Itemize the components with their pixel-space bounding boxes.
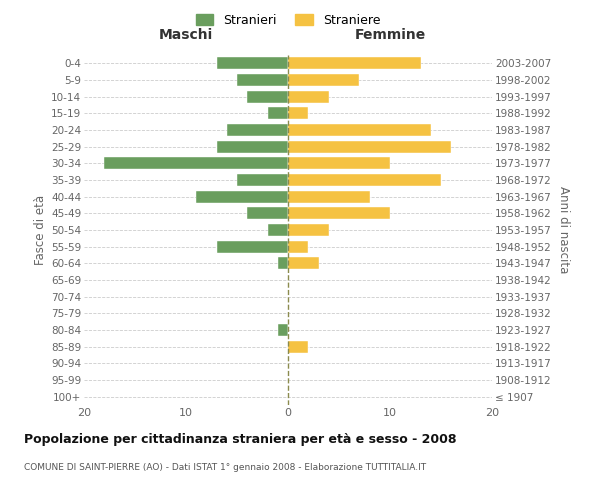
Bar	[217, 58, 288, 70]
Bar	[288, 208, 390, 220]
Text: Popolazione per cittadinanza straniera per età e sesso - 2008: Popolazione per cittadinanza straniera p…	[24, 432, 457, 446]
Bar	[196, 190, 288, 202]
Bar	[104, 158, 288, 170]
Bar	[288, 90, 329, 102]
Text: COMUNE DI SAINT-PIERRE (AO) - Dati ISTAT 1° gennaio 2008 - Elaborazione TUTTITAL: COMUNE DI SAINT-PIERRE (AO) - Dati ISTAT…	[24, 462, 426, 471]
Bar	[288, 240, 308, 252]
Bar	[288, 258, 319, 270]
Bar	[247, 90, 288, 102]
Bar	[288, 124, 431, 136]
Bar	[288, 174, 441, 186]
Bar	[288, 74, 359, 86]
Bar	[278, 324, 288, 336]
Y-axis label: Fasce di età: Fasce di età	[34, 195, 47, 265]
Bar	[217, 140, 288, 152]
Legend: Stranieri, Straniere: Stranieri, Straniere	[191, 8, 385, 32]
Y-axis label: Anni di nascita: Anni di nascita	[557, 186, 570, 274]
Bar	[288, 58, 421, 70]
Bar	[288, 224, 329, 236]
Bar	[288, 158, 390, 170]
Bar	[237, 174, 288, 186]
Bar	[288, 190, 370, 202]
Bar	[288, 340, 308, 352]
Bar	[288, 140, 451, 152]
Bar	[278, 258, 288, 270]
Text: Maschi: Maschi	[159, 28, 213, 42]
Bar	[227, 124, 288, 136]
Bar	[268, 108, 288, 120]
Text: Femmine: Femmine	[355, 28, 425, 42]
Bar	[268, 224, 288, 236]
Bar	[237, 74, 288, 86]
Bar	[247, 208, 288, 220]
Bar	[288, 108, 308, 120]
Bar	[217, 240, 288, 252]
